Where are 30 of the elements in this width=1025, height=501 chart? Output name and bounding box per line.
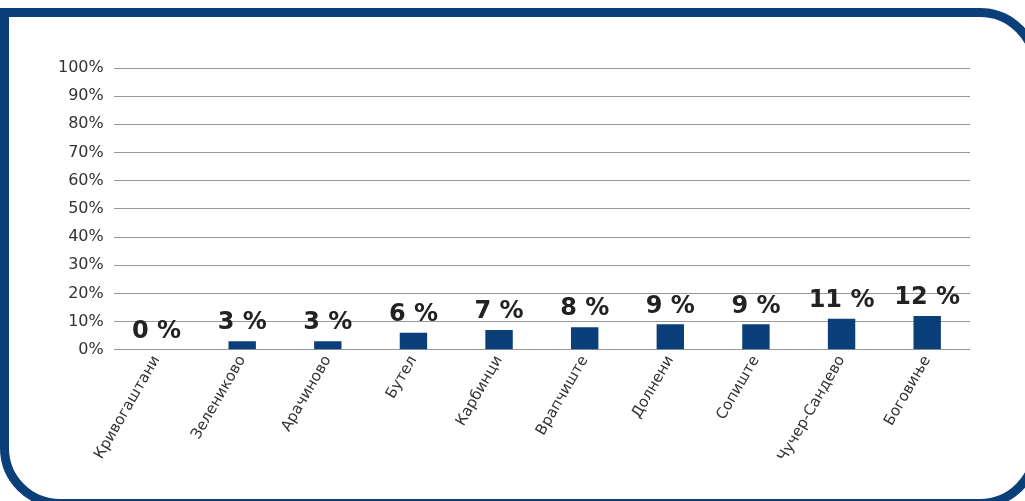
data-label: 3 % xyxy=(217,307,267,336)
bar xyxy=(485,329,513,350)
y-tick-label: 100% xyxy=(57,57,104,77)
bar xyxy=(228,341,256,350)
bar xyxy=(742,324,770,350)
data-label: 3 % xyxy=(303,307,353,336)
y-tick-label: 20% xyxy=(68,282,104,302)
bar xyxy=(570,327,599,350)
bar xyxy=(656,324,685,350)
y-tick-label: 10% xyxy=(68,310,104,330)
bar xyxy=(399,332,428,350)
data-label: 8 % xyxy=(560,293,610,322)
data-label: 7 % xyxy=(474,296,524,325)
y-tick-label: 80% xyxy=(68,113,104,133)
bar xyxy=(827,318,856,350)
y-tick-label: 90% xyxy=(68,85,104,105)
y-tick-label: 50% xyxy=(68,198,104,218)
y-tick-label: 0% xyxy=(78,338,104,358)
y-tick-label: 60% xyxy=(68,169,104,189)
y-tick-label: 70% xyxy=(68,141,104,161)
bar xyxy=(913,315,941,350)
data-label: 12 % xyxy=(894,282,961,311)
data-label: 0 % xyxy=(132,315,182,344)
y-tick-label: 30% xyxy=(68,254,104,274)
data-label: 9 % xyxy=(645,290,695,319)
data-label: 9 % xyxy=(731,290,781,319)
data-label: 11 % xyxy=(808,284,875,313)
bar xyxy=(314,341,342,350)
data-label: 6 % xyxy=(388,299,438,328)
y-tick-label: 40% xyxy=(68,226,104,246)
